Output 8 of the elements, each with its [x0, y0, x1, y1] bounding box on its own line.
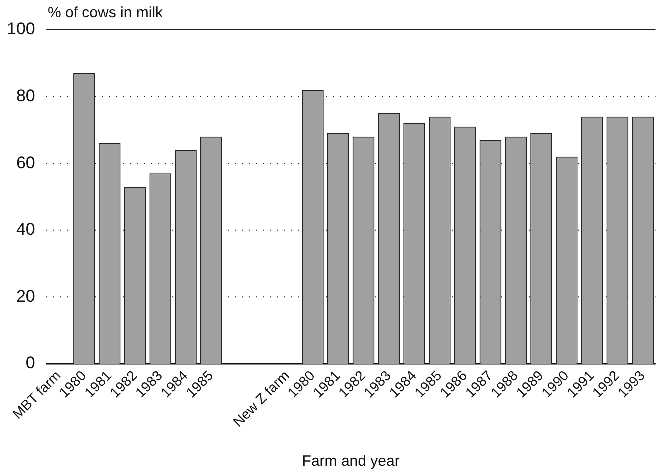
y-tick-label: 40 — [16, 220, 36, 240]
y-axis-title: % of cows in milk — [48, 4, 164, 22]
y-tick-label: 20 — [16, 286, 36, 306]
y-tick-label: 80 — [16, 86, 36, 106]
y-tick-label: 0 — [26, 354, 36, 373]
y-tick-label: 60 — [16, 153, 36, 172]
y-tick-label: 100 — [6, 20, 36, 39]
x-axis-title: Farm and year — [302, 453, 400, 470]
